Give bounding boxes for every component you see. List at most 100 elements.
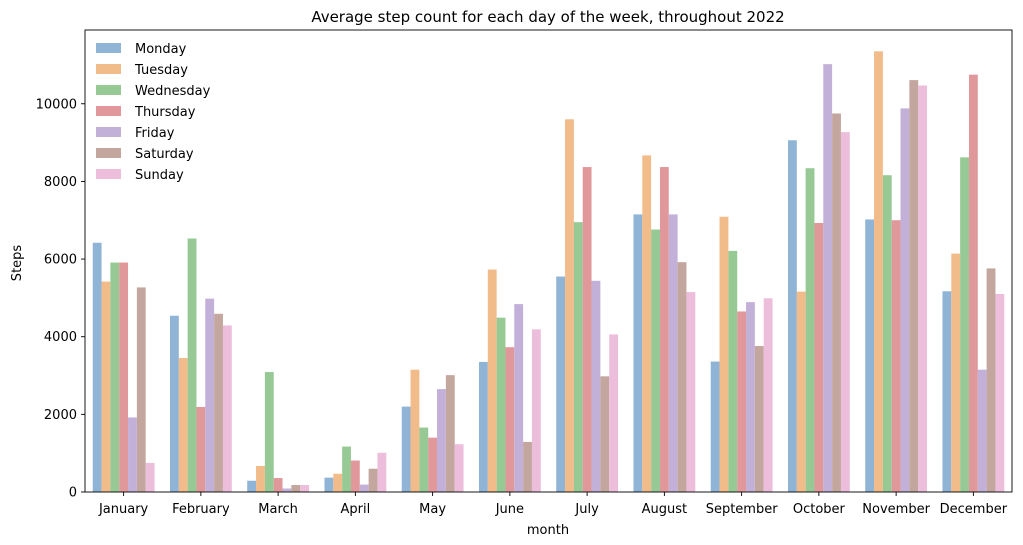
bar-february-sunday bbox=[222, 325, 232, 492]
legend-swatch-friday bbox=[96, 127, 121, 137]
bar-may-saturday bbox=[445, 375, 455, 492]
bar-april-monday bbox=[324, 477, 334, 492]
bar-november-monday bbox=[865, 219, 875, 492]
bar-august-sunday bbox=[686, 292, 696, 492]
bar-january-wednesday bbox=[110, 262, 120, 492]
bar-april-sunday bbox=[377, 452, 387, 492]
bar-december-thursday bbox=[968, 74, 978, 493]
bar-november-tuesday bbox=[874, 51, 883, 492]
x-tick-label: June bbox=[495, 502, 524, 517]
bar-march-saturday bbox=[291, 485, 301, 492]
bar-october-wednesday bbox=[805, 168, 815, 492]
bar-july-friday bbox=[591, 280, 601, 492]
bar-july-wednesday bbox=[573, 222, 583, 492]
bar-october-saturday bbox=[832, 113, 841, 492]
bar-september-sunday bbox=[763, 298, 773, 492]
bar-august-thursday bbox=[659, 167, 669, 493]
x-tick-label: May bbox=[419, 502, 446, 517]
bar-august-tuesday bbox=[642, 155, 652, 492]
bar-march-sunday bbox=[300, 485, 310, 492]
bar-november-thursday bbox=[891, 220, 901, 493]
bar-december-wednesday bbox=[960, 157, 969, 492]
legend-label-wednesday: Wednesday bbox=[135, 84, 211, 99]
legend-swatch-wednesday bbox=[96, 85, 121, 95]
legend-swatch-sunday bbox=[96, 169, 121, 179]
bar-june-wednesday bbox=[496, 317, 506, 492]
bar-november-wednesday bbox=[882, 175, 892, 492]
bar-october-sunday bbox=[840, 132, 850, 493]
x-tick-label: March bbox=[258, 502, 298, 517]
bar-april-tuesday bbox=[333, 473, 343, 492]
bar-august-monday bbox=[633, 214, 643, 492]
legend-label-monday: Monday bbox=[135, 42, 187, 57]
bar-december-friday bbox=[977, 369, 987, 492]
bar-december-monday bbox=[942, 291, 952, 492]
y-tick-label: 6000 bbox=[44, 253, 77, 268]
legend-label-thursday: Thursday bbox=[134, 105, 196, 120]
bar-april-wednesday bbox=[342, 446, 351, 492]
plot-frame bbox=[84, 29, 1013, 493]
bar-january-monday bbox=[92, 242, 102, 492]
legend-label-saturday: Saturday bbox=[135, 147, 194, 162]
x-tick-label: September bbox=[706, 502, 779, 517]
bar-may-sunday bbox=[454, 444, 464, 492]
bar-november-friday bbox=[900, 108, 910, 493]
bar-august-wednesday bbox=[651, 229, 660, 493]
legend: Monday Tuesday Wednesday Thursday Friday Satu… bbox=[96, 42, 211, 183]
bar-july-thursday bbox=[582, 167, 592, 493]
bar-november-sunday bbox=[918, 85, 928, 493]
legend-label-tuesday: Tuesday bbox=[134, 63, 188, 78]
bar-march-friday bbox=[282, 488, 292, 492]
bar-may-thursday bbox=[428, 437, 438, 492]
bar-october-monday bbox=[787, 140, 797, 492]
bar-july-saturday bbox=[600, 376, 610, 492]
bar-december-tuesday bbox=[951, 253, 961, 492]
bar-may-wednesday bbox=[419, 427, 429, 492]
bar-january-thursday bbox=[119, 262, 129, 492]
x-tick-label: April bbox=[341, 502, 371, 517]
bar-january-saturday bbox=[136, 287, 146, 492]
bar-january-sunday bbox=[145, 462, 155, 492]
bar-july-tuesday bbox=[565, 119, 574, 492]
x-axis-label: month bbox=[527, 523, 569, 538]
bar-june-friday bbox=[514, 304, 524, 492]
x-tick-label: February bbox=[172, 502, 230, 517]
chart-title: Average step count for each day of the w… bbox=[311, 8, 784, 26]
x-tick-label: January bbox=[98, 502, 149, 517]
y-tick-label: 2000 bbox=[44, 408, 77, 423]
bar-september-wednesday bbox=[728, 250, 738, 492]
bar-march-thursday bbox=[273, 478, 283, 492]
bar-march-monday bbox=[247, 480, 257, 492]
bar-november-saturday bbox=[909, 80, 919, 492]
bar-december-sunday bbox=[995, 294, 1005, 492]
bar-march-tuesday bbox=[256, 465, 265, 492]
x-tick-label: July bbox=[574, 502, 599, 517]
y-tick-label: 10000 bbox=[36, 97, 77, 112]
bar-february-monday bbox=[169, 315, 179, 492]
bar-june-thursday bbox=[505, 347, 515, 492]
bar-february-thursday bbox=[196, 406, 206, 492]
bar-june-monday bbox=[478, 361, 488, 492]
axes-layer: 0 2000 4000 6000 8000 10000 January February Mar… bbox=[36, 29, 1013, 517]
bar-october-thursday bbox=[814, 222, 824, 492]
y-tick-label: 4000 bbox=[44, 330, 77, 345]
bar-february-wednesday bbox=[187, 238, 197, 492]
bar-october-tuesday bbox=[796, 291, 806, 492]
y-tick-label: 8000 bbox=[44, 175, 77, 190]
legend-swatch-monday bbox=[96, 43, 121, 53]
bar-september-monday bbox=[710, 361, 720, 492]
bar-september-tuesday bbox=[719, 216, 729, 493]
bar-february-friday bbox=[205, 298, 215, 492]
legend-label-friday: Friday bbox=[135, 126, 175, 141]
bar-july-sunday bbox=[609, 334, 619, 492]
bar-june-tuesday bbox=[487, 269, 497, 492]
bar-september-saturday bbox=[754, 346, 764, 492]
bar-april-friday bbox=[359, 484, 369, 492]
bar-may-friday bbox=[437, 389, 446, 492]
y-axis-label: Steps bbox=[10, 245, 25, 282]
bar-january-friday bbox=[128, 417, 137, 492]
bar-august-saturday bbox=[677, 262, 687, 492]
x-tick-label: November bbox=[862, 502, 930, 517]
bar-january-tuesday bbox=[101, 281, 111, 492]
legend-swatch-thursday bbox=[96, 106, 121, 116]
